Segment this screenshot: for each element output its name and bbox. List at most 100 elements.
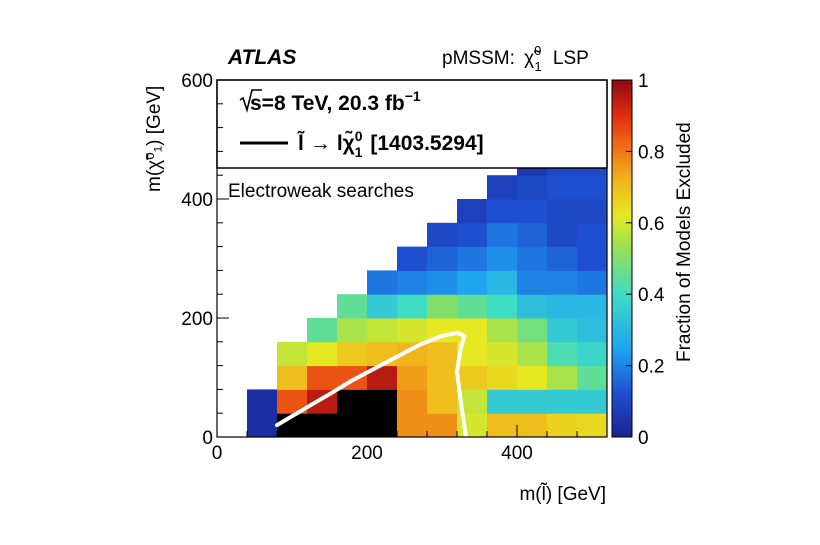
heatmap-cell <box>307 318 338 343</box>
heatmap-cell <box>367 270 398 295</box>
heatmap-cell <box>547 413 578 437</box>
final-state-symbol: lχ̃ <box>337 131 355 155</box>
heatmap-cell <box>577 199 607 224</box>
scenario-lsp: LSP <box>553 48 589 69</box>
chi-sub: 1 <box>534 59 541 74</box>
heatmap-cell <box>517 199 548 224</box>
heatmap-cell <box>547 175 578 200</box>
legend-process: l̃ → lχ̃0 1 [1403.5294] <box>240 128 484 160</box>
colorbar-tick-label: 0.4 <box>638 285 665 306</box>
heatmap-cell <box>487 318 518 343</box>
heatmap-cell <box>367 294 398 319</box>
slepton-symbol: l̃ <box>297 131 305 155</box>
energy-text: s=8 TeV, 20.3 fb <box>250 92 405 115</box>
colorbar-tick-label: 0.2 <box>638 357 664 378</box>
heatmap-cell <box>547 246 578 271</box>
heatmap-cell <box>517 413 548 437</box>
heatmap-cell <box>487 294 518 319</box>
final-chi-sub: 1 <box>355 144 363 160</box>
heatmap-cell <box>427 222 458 248</box>
heatmap-cell <box>487 389 518 414</box>
colorbar-title: Fraction of Models Excluded <box>674 122 695 362</box>
colorbar-tick-label: 0 <box>638 428 649 449</box>
svg-text:s=8 TeV, 20.3 fb−1: s=8 TeV, 20.3 fb−1 <box>250 88 421 115</box>
heatmap-cell <box>367 389 398 414</box>
heatmap-cell <box>517 341 548 367</box>
heatmap-cell <box>487 246 518 271</box>
heatmap-cell <box>337 389 368 414</box>
y-tick-label: 0 <box>202 428 213 449</box>
heatmap-cell <box>577 389 607 414</box>
y-tick-label: 400 <box>181 190 213 211</box>
lumi-exp: −1 <box>405 88 421 104</box>
heatmap-cell <box>427 246 458 271</box>
svg-text:pMSSM: χ̃01 LSP: pMSSM: χ̃0 1 LSP <box>442 43 589 76</box>
heatmap-cell <box>577 222 607 248</box>
heatmap-cell <box>397 246 428 271</box>
final-chi-sup: 0 <box>355 128 363 144</box>
heatmap-cell <box>577 413 607 437</box>
heatmap-cells <box>247 151 607 437</box>
heatmap-cell <box>547 199 578 224</box>
heatmap-cell <box>577 270 607 295</box>
heatmap-cell <box>577 294 607 319</box>
heatmap-cell <box>517 246 548 271</box>
colorbar-ticks: 0 0.2 0.4 0.6 0.8 1 <box>626 71 665 449</box>
x-tick-label: 400 <box>501 443 533 464</box>
heatmap-cell <box>517 365 548 390</box>
heatmap-cell <box>277 341 308 367</box>
colorbar-tick-label: 0.6 <box>638 214 664 235</box>
scenario-label: pMSSM: χ̃0 1 LSP <box>442 43 589 76</box>
colorbar-tick-label: 0.8 <box>638 142 664 163</box>
legend-box <box>216 79 608 169</box>
y-tick-label: 200 <box>181 309 213 330</box>
heatmap-cell <box>397 389 428 414</box>
axes: 0 200 400 0 200 400 600 <box>181 71 608 464</box>
heatmap-cell <box>367 341 398 367</box>
exclusion-contour <box>275 330 468 437</box>
heatmap-cell <box>487 199 518 224</box>
heatmap-cell <box>547 294 578 319</box>
heatmap-cell <box>427 389 458 414</box>
x-tick-label: 0 <box>212 443 223 464</box>
heatmap-cell <box>457 222 488 248</box>
heatmap-cell <box>397 365 428 390</box>
heatmap-cell <box>337 318 368 343</box>
heatmap-cell <box>487 341 518 367</box>
y-tick-label: 600 <box>181 71 213 92</box>
heatmap-cell <box>397 413 428 437</box>
heatmap-cell <box>547 222 578 248</box>
legend-energy: s=8 TeV, 20.3 fb−1 <box>239 88 421 115</box>
region-label: Electroweak searches <box>228 181 414 202</box>
heatmap-cell <box>547 270 578 295</box>
heatmap-cell <box>307 413 338 437</box>
heatmap-cell <box>517 294 548 319</box>
heatmap-cell <box>367 318 398 343</box>
y-axis-title: m(χ̃⁰₁) [GeV] <box>144 86 165 192</box>
heatmap-cell <box>397 294 428 319</box>
heatmap-cell <box>307 341 338 367</box>
heatmap-cell <box>547 365 578 390</box>
colorbar <box>611 79 633 438</box>
heatmap-cell <box>577 318 607 343</box>
heatmap-cell <box>337 413 368 437</box>
sqrt-symbol-icon <box>239 89 262 113</box>
heatmap-cell <box>577 365 607 390</box>
heatmap-cell <box>457 270 488 295</box>
heatmap-cell <box>577 175 607 200</box>
arrow-symbol: → <box>310 132 331 155</box>
heatmap-cell <box>487 365 518 390</box>
heatmap-cell <box>337 341 368 367</box>
heatmap-cell <box>397 270 428 295</box>
heatmap-cell <box>547 318 578 343</box>
heatmap-cell <box>337 294 368 319</box>
heatmap-cell <box>277 365 308 390</box>
svg-text:l̃→lχ̃01[1403.5294]: l̃ → lχ̃0 1 [1403.5294] <box>297 128 484 160</box>
heatmap-cell <box>427 413 458 437</box>
heatmap-cell <box>457 246 488 271</box>
heatmap-cell <box>487 175 518 200</box>
heatmap-cell <box>547 341 578 367</box>
heatmap-cell <box>577 341 607 367</box>
heatmap-cell <box>457 294 488 319</box>
